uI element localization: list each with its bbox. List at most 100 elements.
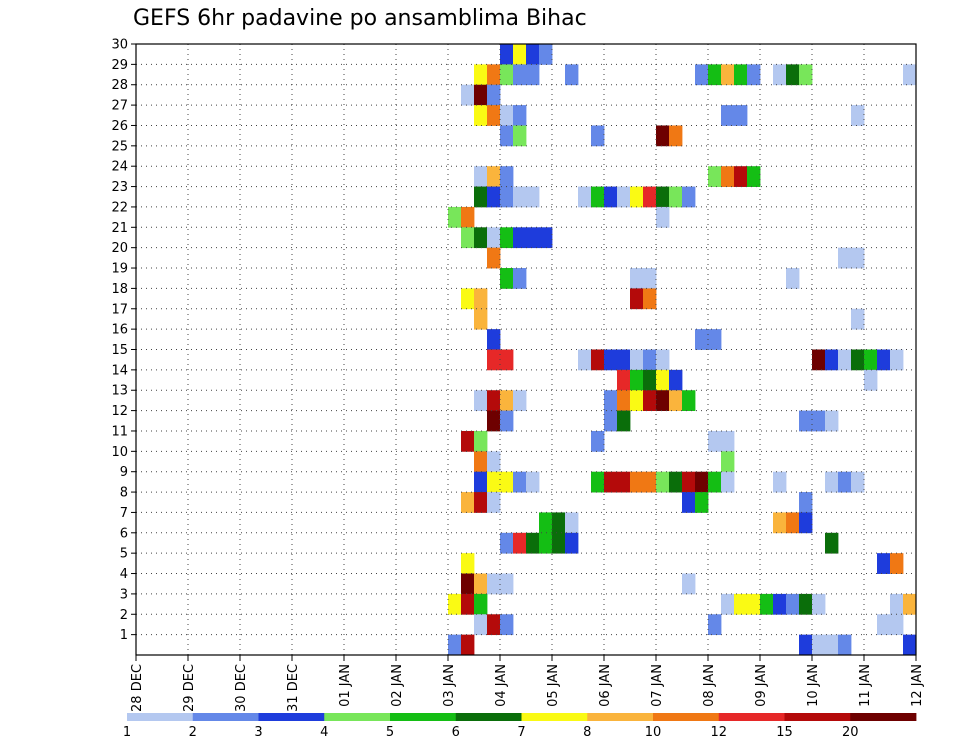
heat-cell (747, 166, 761, 187)
heat-cell (903, 634, 917, 656)
heat-cell (500, 44, 514, 65)
heat-cell (617, 349, 631, 371)
heat-cell (487, 390, 501, 411)
heat-cell (812, 410, 826, 432)
heat-cell (747, 64, 761, 86)
heat-cell (487, 410, 501, 432)
x-tick-label: 01 JAN (338, 664, 353, 707)
heat-cell (825, 634, 839, 656)
colorbar-label: 6 (452, 725, 460, 740)
heat-cell (799, 410, 813, 432)
x-tick-label: 28 DEC (130, 664, 145, 712)
colorbar-segment (455, 713, 522, 721)
x-tick-label: 11 JAN (858, 664, 873, 707)
x-tick-label: 05 JAN (546, 664, 561, 707)
heat-cell (461, 553, 475, 574)
heat-cell (474, 308, 488, 330)
heat-cell (643, 390, 657, 411)
colorbar-segment (718, 713, 785, 721)
heat-cell (500, 349, 514, 371)
x-tick-label: 06 JAN (598, 664, 613, 707)
heat-cell (604, 349, 618, 371)
heat-cell (565, 532, 579, 554)
heat-cell (708, 471, 722, 493)
heat-cell (604, 471, 618, 493)
y-tick-label: 22 (111, 200, 128, 215)
heat-cell (656, 349, 670, 371)
heat-cell (825, 471, 839, 493)
heat-cell (461, 227, 475, 249)
heat-cell (591, 430, 605, 452)
heat-cell (487, 84, 501, 106)
heat-cell (786, 268, 800, 289)
heat-cell (851, 308, 865, 330)
heat-cell (630, 349, 644, 371)
y-tick-label: 21 (111, 221, 128, 236)
heat-cell (565, 512, 579, 534)
heat-cell (617, 410, 631, 432)
heat-cell (812, 593, 826, 615)
heat-cell (695, 471, 709, 493)
heat-cell (812, 349, 826, 371)
heat-cell (630, 471, 644, 493)
heat-cell (656, 206, 670, 228)
heat-cell (487, 451, 501, 473)
heat-cell (838, 247, 852, 269)
heat-cell (604, 410, 618, 432)
heat-cell (487, 64, 501, 86)
heat-cell (721, 166, 735, 187)
heat-cell (825, 349, 839, 371)
heat-cell (708, 329, 722, 350)
heat-cell (773, 64, 787, 86)
heat-cell (643, 471, 657, 493)
heat-cell (721, 430, 735, 452)
heat-cell (539, 227, 553, 249)
x-tick-label: 08 JAN (702, 664, 717, 707)
y-tick-label: 15 (111, 343, 128, 358)
x-tick-label: 31 DEC (286, 664, 301, 712)
heat-cell (526, 64, 540, 86)
heat-cell (461, 573, 475, 595)
heat-cell (630, 390, 644, 411)
heat-cell (773, 593, 787, 615)
y-tick-label: 14 (111, 363, 128, 378)
colorbar-segment (850, 713, 917, 721)
heat-cell (591, 349, 605, 371)
heat-cell (591, 186, 605, 208)
heat-cell (474, 227, 488, 249)
heat-cell (526, 532, 540, 554)
heat-cell (487, 227, 501, 249)
heat-cell (630, 288, 644, 310)
heat-cell (617, 471, 631, 493)
heat-cell (500, 410, 514, 432)
heat-cell (682, 471, 696, 493)
heat-cell (474, 390, 488, 411)
colorbar-label: 2 (189, 725, 197, 740)
chart-title: GEFS 6hr padavine po ansamblima Bihac (133, 6, 587, 31)
heat-cell (890, 614, 904, 636)
heat-cell (500, 390, 514, 411)
heat-cell (591, 471, 605, 493)
heat-cell (474, 288, 488, 310)
heat-cell (513, 532, 527, 554)
heat-cell (682, 492, 696, 513)
x-tick-label: 30 DEC (234, 664, 249, 712)
heat-cell (539, 532, 553, 554)
colorbar-segment (653, 713, 720, 721)
heat-cell (656, 125, 670, 147)
heat-cell (695, 64, 709, 86)
heat-cell (903, 593, 917, 615)
colorbar-segment (390, 713, 457, 721)
y-tick-label: 1 (120, 628, 128, 643)
heat-cell (838, 349, 852, 371)
heat-cell (474, 430, 488, 452)
y-tick-label: 9 (120, 465, 128, 480)
heat-cell (812, 634, 826, 656)
heat-cell (864, 349, 878, 371)
colorbar-segment (127, 713, 194, 721)
heat-cell (799, 593, 813, 615)
heat-cell (487, 573, 501, 595)
colorbar-segment (784, 713, 851, 721)
heat-cell (851, 471, 865, 493)
y-tick-label: 4 (120, 567, 128, 582)
